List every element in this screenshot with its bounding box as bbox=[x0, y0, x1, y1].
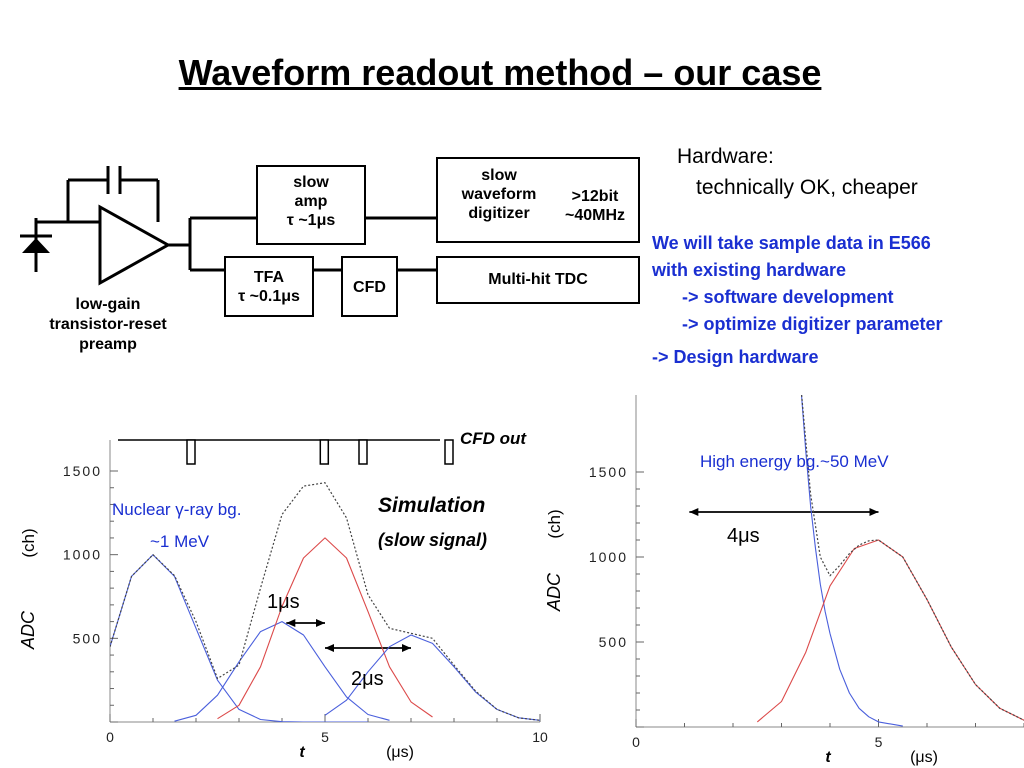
right-ylabel: ADC bbox=[544, 572, 564, 612]
digitizer-label-2: waveform bbox=[461, 186, 537, 203]
cfd-pulse bbox=[444, 439, 454, 465]
plan-line-4: -> optimize digitizer parameter bbox=[682, 314, 943, 334]
slow-signal-label: (slow signal) bbox=[378, 530, 488, 550]
arrow-1us-head-left bbox=[286, 619, 296, 627]
slow-amp-label-3: τ ~1μs bbox=[286, 212, 336, 229]
dt-2us-label: 2μs bbox=[351, 668, 384, 690]
cfd-box: CFD bbox=[341, 256, 398, 317]
right-xlabel: t bbox=[825, 749, 831, 766]
simulation-chart: 500 1000 1500 0 5 10 ADC (ch) t (μs) bbox=[18, 439, 548, 761]
arrow-4us-head-left bbox=[689, 508, 699, 516]
plan-line-2: with existing hardware bbox=[652, 260, 847, 280]
cfd-out-label: CFD out bbox=[460, 429, 527, 448]
left-xunit: (μs) bbox=[386, 744, 414, 761]
preamp-label-2: transistor-reset bbox=[49, 316, 167, 333]
arrow-2us-head-left bbox=[325, 644, 334, 652]
nuclear-bg-label: Nuclear γ-ray bg. bbox=[112, 500, 242, 519]
preamp-label-1: low-gain bbox=[75, 296, 141, 313]
hardware-heading: Hardware: bbox=[677, 145, 774, 168]
series-line-4 bbox=[110, 482, 540, 721]
x-tick-label: 0 bbox=[632, 734, 640, 750]
dt-4us-label: 4μs bbox=[727, 525, 760, 547]
high-energy-bg-label: High energy bg.~50 MeV bbox=[700, 452, 889, 471]
tfa-label-2: τ ~0.1μs bbox=[238, 288, 300, 305]
tdc-box: Multi-hit TDC bbox=[436, 256, 640, 304]
arrow-1us-head-right bbox=[316, 619, 325, 627]
cfd-pulse bbox=[358, 439, 368, 465]
series-line-1 bbox=[174, 621, 390, 722]
left-ylabel: ADC bbox=[18, 610, 38, 650]
series-line-0 bbox=[110, 554, 368, 722]
preamp-label: low-gain transistor-reset preamp bbox=[30, 295, 186, 355]
series-line-2 bbox=[217, 537, 433, 720]
right-yunit: (ch) bbox=[545, 509, 564, 538]
preamp-label-3: preamp bbox=[79, 336, 137, 353]
left-xlabel: t bbox=[299, 744, 305, 761]
plan-line-5: -> Design hardware bbox=[652, 347, 819, 367]
x-tick-label: 5 bbox=[875, 734, 883, 750]
series-line-3 bbox=[324, 634, 540, 721]
hardware-detail: technically OK, cheaper bbox=[696, 176, 918, 199]
arrow-4us-head-right bbox=[869, 508, 879, 516]
digitizer-spec-1: >12bit bbox=[571, 188, 619, 205]
nuclear-bg-energy: ~1 MeV bbox=[150, 532, 210, 551]
y-tick-label: 1500 bbox=[63, 463, 102, 479]
cfd-label: CFD bbox=[353, 279, 386, 296]
tfa-box: TFA τ ~0.1μs bbox=[224, 256, 314, 317]
slide-title: Waveform readout method – our case bbox=[178, 52, 822, 93]
x-tick-label: 5 bbox=[321, 729, 329, 745]
x-tick-label: 0 bbox=[106, 729, 114, 745]
y-tick-label: 500 bbox=[73, 630, 102, 646]
y-tick-label: 1500 bbox=[589, 464, 628, 480]
slow-amp-label-1: slow bbox=[293, 174, 329, 191]
right-xunit: (μs) bbox=[910, 749, 938, 766]
y-tick-label: 500 bbox=[599, 634, 628, 650]
block-diagram-wiring bbox=[20, 166, 436, 286]
preamp-triangle bbox=[98, 204, 172, 286]
tfa-label-1: TFA bbox=[253, 269, 285, 286]
tdc-label: Multi-hit TDC bbox=[488, 271, 588, 288]
arrow-2us-head-right bbox=[402, 644, 411, 652]
series-line-0 bbox=[800, 395, 903, 727]
high-energy-chart: 500 1000 1500 0 5 ADC (ch) t (μs) bbox=[544, 395, 1024, 766]
digitizer-box: slow waveform digitizer >12bit ~40MHz bbox=[436, 157, 640, 243]
slow-amp-label-2: amp bbox=[294, 193, 328, 210]
y-tick-label: 1000 bbox=[63, 547, 102, 563]
digitizer-label-1: slow bbox=[481, 167, 517, 184]
simulation-label: Simulation bbox=[378, 494, 486, 517]
dt-1us-label: 1μs bbox=[267, 591, 300, 613]
diode-icon bbox=[22, 238, 50, 253]
digitizer-spec-2: ~40MHz bbox=[564, 207, 626, 224]
y-tick-label: 1000 bbox=[589, 549, 628, 565]
digitizer-label-3: digitizer bbox=[468, 205, 530, 222]
cfd-pulse bbox=[186, 439, 196, 465]
cfd-pulse bbox=[319, 439, 330, 465]
series-line-2 bbox=[801, 395, 1024, 721]
slow-amp-box: slow amp τ ~1μs bbox=[256, 165, 366, 245]
plan-line-1: We will take sample data in E566 bbox=[652, 233, 931, 253]
series-line-1 bbox=[756, 539, 1024, 723]
x-tick-label: 10 bbox=[532, 729, 548, 745]
plan-line-3: -> software development bbox=[682, 287, 894, 307]
left-yunit: (ch) bbox=[19, 528, 38, 557]
